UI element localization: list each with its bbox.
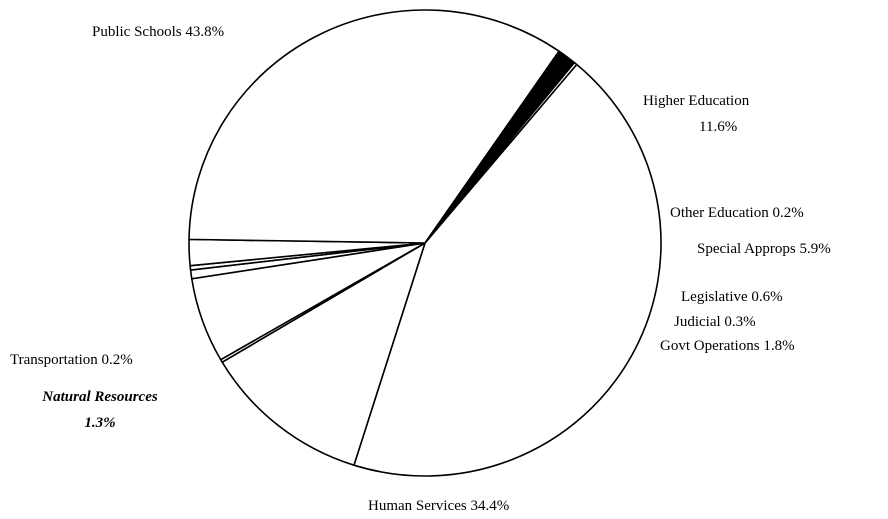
slice-label-special-approps: Special Approps 5.9% (697, 241, 831, 257)
pie-slice-human-services (188, 9, 560, 244)
slice-label-legislative: Legislative 0.6% (681, 289, 783, 305)
slice-label-higher-education-value: 11.6% (699, 119, 737, 135)
pie-slice-higher-education (221, 242, 426, 466)
pie-slices (188, 9, 662, 477)
slice-label-public-schools: Public Schools 43.8% (92, 24, 224, 40)
pie-slice-public-schools (353, 63, 662, 477)
slice-label-human-services: Human Services 34.4% (368, 498, 509, 514)
slice-label-govt-operations: Govt Operations 1.8% (660, 338, 795, 354)
slice-label-transportation: Transportation 0.2% (10, 352, 133, 368)
slice-label-other-education: Other Education 0.2% (670, 205, 804, 221)
pie-slice-transportation (424, 61, 578, 244)
slice-label-judicial: Judicial 0.3% (674, 314, 756, 330)
slice-label-natural-resources-value: 1.3% (84, 415, 115, 431)
pie-labels: Public Schools 43.8% Higher Education 11.6… (10, 24, 831, 514)
slice-label-natural-resources: Natural Resources (41, 389, 158, 405)
slice-label-higher-education: Higher Education (643, 93, 750, 109)
